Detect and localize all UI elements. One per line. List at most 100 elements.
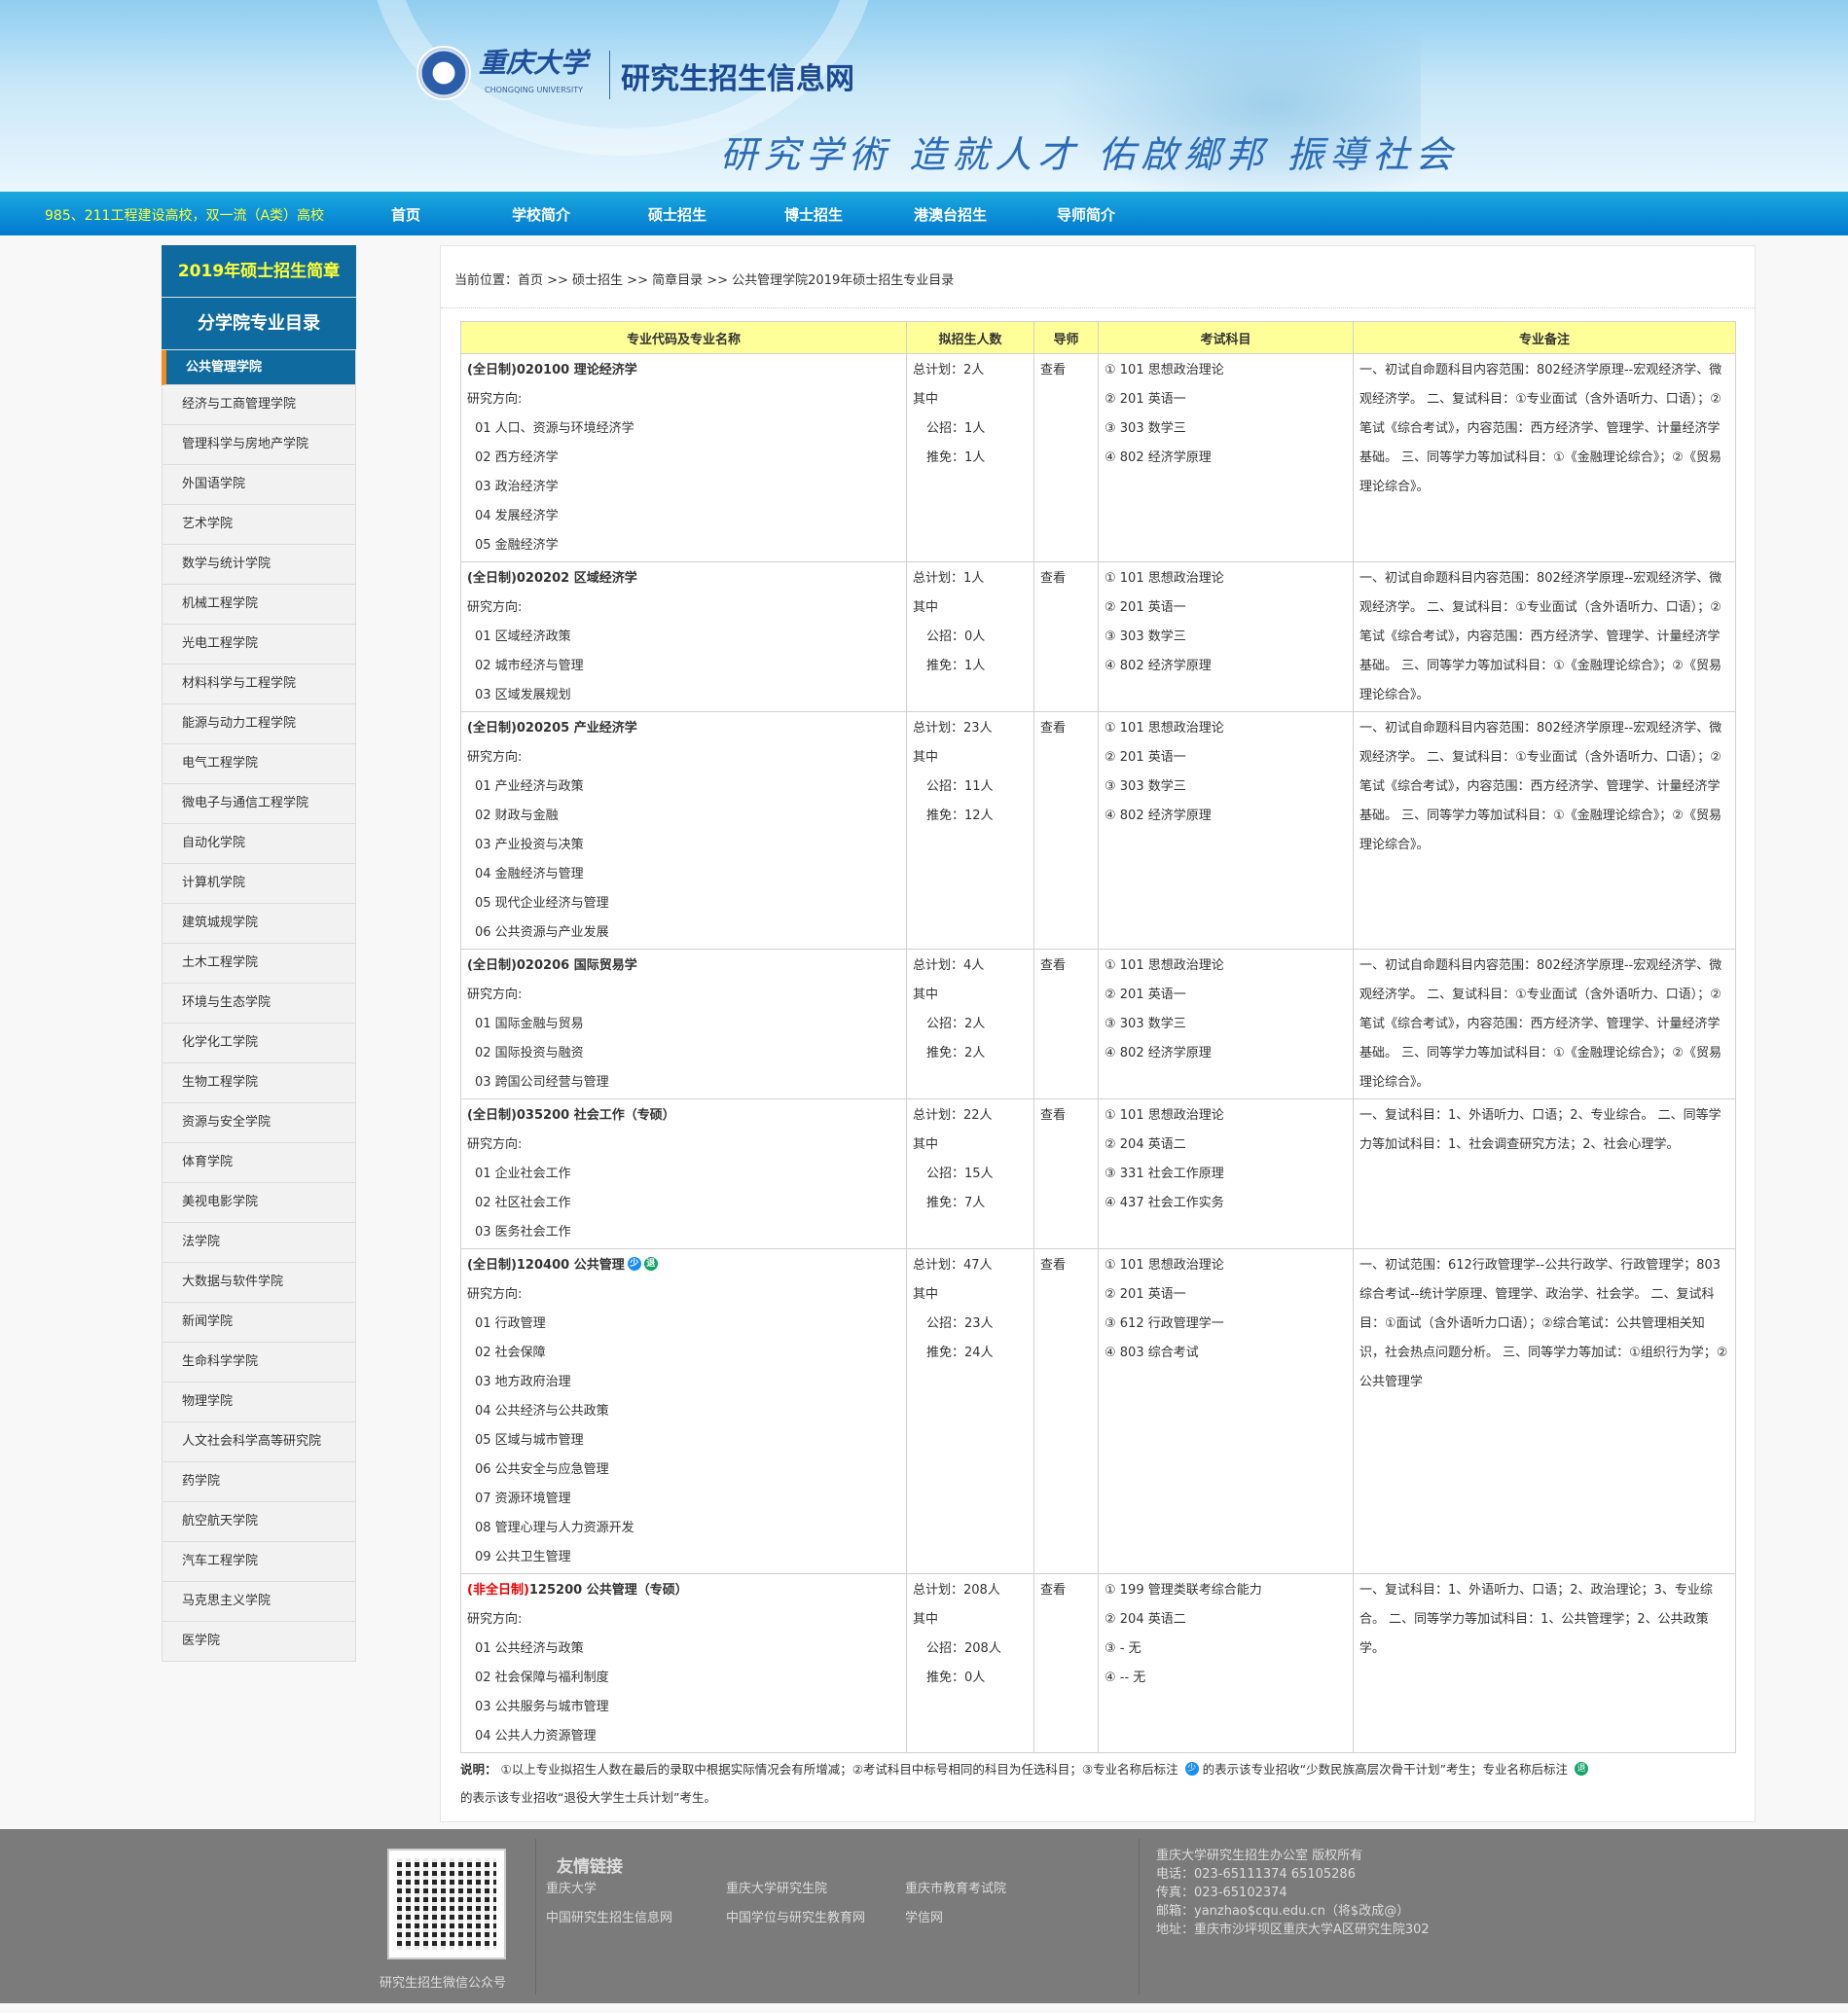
col-header-exams: 考试科目 [1098,321,1354,354]
note-text-2: 的表示该专业招收“少数民族高层次骨干计划”考生；专业名称后标注 [1202,1762,1569,1777]
quota-public: 公招：208人 [926,1641,1001,1656]
sidebar-item[interactable]: 微电子与通信工程学院 [162,784,356,824]
program-code-name: 020202 区域经济学 [516,571,637,586]
sidebar-item[interactable]: 自动化学院 [162,824,356,864]
link-cqu-graduate-school[interactable]: 重庆大学研究生院 [726,1882,828,1896]
nav-about[interactable]: 学校简介 [512,206,571,224]
view-advisors-link[interactable]: 查看 [1040,363,1067,377]
directions-label: 研究方向: [467,392,523,407]
quota-cell: 总计划：2人 其中 公招：1人 推免：1人 [906,353,1034,562]
nav-masters[interactable]: 硕士招生 [648,206,707,224]
link-chsi[interactable]: 学信网 [905,1911,944,1925]
sidebar-item[interactable]: 光电工程学院 [162,625,356,665]
sidebar-item[interactable]: 马克思主义学院 [162,1582,356,1622]
research-direction: 03 跨国公司经营与管理 [475,1075,609,1090]
sidebar-item[interactable]: 汽车工程学院 [162,1542,356,1582]
sidebar-item[interactable]: 建筑城规学院 [162,904,356,944]
table-row: (全日制)035200 社会工作（专硕） 研究方向: 01 企业社会工作 02 社区社… [460,1098,1736,1249]
view-advisors-link[interactable]: 查看 [1040,571,1067,586]
sidebar-item[interactable]: 生物工程学院 [162,1063,356,1103]
program-remark: 一、初试自命题科目内容范围：802经济学原理--宏观经济学、微观经济学。 二、复… [1359,721,1722,852]
nav-hk-macau-taiwan[interactable]: 港澳台招生 [914,206,988,224]
link-cq-exam-authority[interactable]: 重庆市教育考试院 [905,1882,1007,1896]
sidebar-brochure-link[interactable]: 2019年硕士招生简章 [162,245,356,298]
sidebar-item[interactable]: 美视电影学院 [162,1183,356,1223]
exam-subject: ② 201 英语一 [1105,1287,1186,1302]
program-cell: (全日制)020206 国际贸易学 研究方向: 01 国际金融与贸易 02 国际投资与… [460,949,907,1099]
exams-cell: ① 101 思想政治理论 ② 201 英语一 ③ 303 数学三 ④ 802 经济学原… [1098,353,1354,562]
directions-label: 研究方向: [467,1287,523,1302]
sidebar-item[interactable]: 资源与安全学院 [162,1103,356,1143]
sidebar-item[interactable]: 数学与统计学院 [162,545,356,585]
sidebar-item[interactable]: 环境与生态学院 [162,984,356,1024]
link-cqu[interactable]: 重庆大学 [546,1882,598,1896]
sidebar-item[interactable]: 药学院 [162,1462,356,1502]
program-code-name: 020100 理论经济学 [516,363,637,377]
sidebar-item[interactable]: 医学院 [162,1622,356,1662]
sidebar-item[interactable]: 计算机学院 [162,864,356,904]
view-advisors-link[interactable]: 查看 [1040,1108,1067,1123]
view-advisors-link[interactable]: 查看 [1040,1258,1067,1273]
view-advisors-link[interactable]: 查看 [1040,958,1067,973]
exams-cell: ① 101 思想政治理论 ② 204 英语二 ③ 331 社会工作原理 ④ 437 社… [1098,1098,1354,1249]
program-cell: (全日制)120400 公共管理少退研究方向: 01 行政管理 02 社会保障 03 … [460,1248,907,1574]
sidebar-item[interactable]: 机械工程学院 [162,585,356,625]
sidebar-item[interactable]: 土木工程学院 [162,944,356,984]
program-cell: (全日制)020205 产业经济学 研究方向: 01 产业经济与政策 02 财政与金融… [460,711,907,950]
sidebar-item[interactable]: 新闻学院 [162,1303,356,1343]
program-cell: (全日制)020202 区域经济学 研究方向: 01 区域经济政策 02 城市经济与管… [460,561,907,712]
quota-public: 公招：2人 [926,1017,986,1031]
research-direction: 08 管理心理与人力资源开发 [475,1521,634,1535]
sidebar-item[interactable]: 航空航天学院 [162,1502,356,1542]
view-advisors-link[interactable]: 查看 [1040,1583,1067,1598]
nav-doctoral[interactable]: 博士招生 [784,206,844,224]
quota-of-which: 其中 [913,600,939,615]
link-cdgdc[interactable]: 中国学位与研究生教育网 [726,1911,866,1925]
program-title: (全日制)020202 区域经济学 [467,564,900,593]
sidebar-item[interactable]: 能源与动力工程学院 [162,704,356,744]
sidebar-item[interactable]: 材料科学与工程学院 [162,665,356,704]
study-mode: (全日制) [467,1108,517,1123]
sidebar-item[interactable]: 电气工程学院 [162,744,356,784]
research-direction: 02 社会保障 [475,1346,546,1360]
nav-advisors[interactable]: 导师简介 [1057,206,1116,224]
exams-cell: ① 101 思想政治理论 ② 201 英语一 ③ 303 数学三 ④ 802 经济学原… [1098,949,1354,1099]
advisor-cell: 查看 [1033,711,1099,950]
sidebar-item[interactable]: 经济与工商管理学院 [162,385,356,425]
university-name-logo: 重庆大学 [479,47,589,79]
link-chsi-yz[interactable]: 中国研究生招生信息网 [546,1911,673,1925]
sidebar-item[interactable]: 大数据与软件学院 [162,1263,356,1303]
table-row: (全日制)020202 区域经济学 研究方向: 01 区域经济政策 02 城市经济与管… [460,561,1736,712]
calligraphy-slogan: 研究学術 造就人才 佑啟鄉邦 振導社会 [720,133,1459,176]
quota-exempt: 推免：0人 [926,1671,986,1685]
exam-subject: ① 101 思想政治理论 [1105,958,1224,973]
sidebar-item[interactable]: 物理学院 [162,1383,356,1422]
sidebar-item-active[interactable]: 公共管理学院 [162,350,356,385]
sidebar-item[interactable]: 化学化工学院 [162,1024,356,1063]
research-direction: 01 区域经济政策 [475,629,571,644]
sidebar-item[interactable]: 人文社会科学高等研究院 [162,1422,356,1462]
col-header-program: 专业代码及专业名称 [460,321,907,354]
sidebar-item[interactable]: 艺术学院 [162,505,356,545]
site-title: 研究生招生信息网 [621,62,854,96]
research-direction: 01 国际金融与贸易 [475,1017,584,1031]
program-title: (全日制)035200 社会工作（专硕） [467,1101,900,1131]
sidebar-heading: 分学院专业目录 [162,298,356,350]
directions-label: 研究方向: [467,1612,523,1627]
view-advisors-link[interactable]: 查看 [1040,721,1067,736]
remarks-cell: 一、初试自命题科目内容范围：802经济学原理--宏观经济学、微观经济学。 二、复… [1353,711,1736,950]
nav-home[interactable]: 首页 [391,206,421,224]
col-header-quota: 拟招生人数 [906,321,1034,354]
university-seal-logo[interactable] [417,46,471,100]
research-direction: 04 公共人力资源管理 [475,1729,597,1743]
exam-subject: ① 101 思想政治理论 [1105,1258,1224,1273]
advisor-cell: 查看 [1033,353,1099,562]
sidebar-item[interactable]: 外国语学院 [162,465,356,505]
sidebar-item[interactable]: 体育学院 [162,1143,356,1183]
sidebar-item[interactable]: 生命科学学院 [162,1343,356,1383]
directions-label: 研究方向: [467,1137,523,1152]
research-direction: 03 政治经济学 [475,480,559,494]
sidebar-item[interactable]: 法学院 [162,1223,356,1263]
note-label: 说明： [460,1762,497,1777]
sidebar-item[interactable]: 管理科学与房地产学院 [162,425,356,465]
